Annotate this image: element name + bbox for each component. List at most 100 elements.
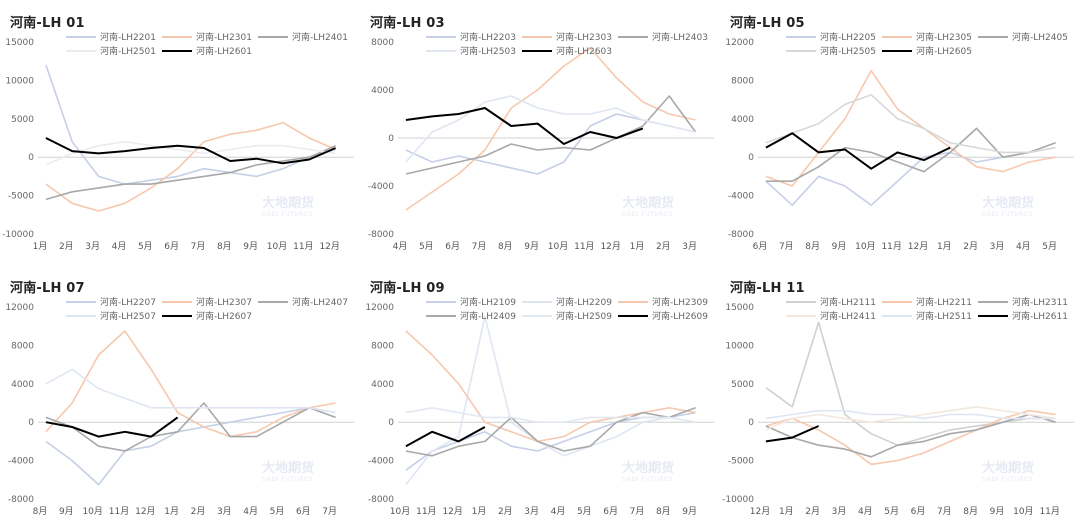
legend-swatch xyxy=(162,35,192,38)
legend-item-2403: 河南-LH2403 xyxy=(618,30,714,43)
x-tick-label: 7月 xyxy=(191,241,206,252)
x-tick-label: 7月 xyxy=(472,241,487,252)
legend-item-2203: 河南-LH2203 xyxy=(426,30,522,43)
legend-swatch xyxy=(426,35,456,38)
legend-label: 河南-LH2311 xyxy=(1012,298,1068,308)
y-tick-label: 12000 xyxy=(365,303,394,313)
x-tick-label: 5月 xyxy=(270,506,285,517)
legend-item-2309: 河南-LH2309 xyxy=(618,295,714,308)
legend-item-2609: 河南-LH2609 xyxy=(618,309,714,322)
x-tick-label: 4月 xyxy=(112,241,127,252)
legend-label: 河南-LH2307 xyxy=(196,298,252,308)
legend: 河南-LH2203 河南-LH2303 河南-LH2403 河南-LH2503 河南-L… xyxy=(426,30,716,57)
x-tick-label: 11月 xyxy=(109,506,129,517)
series-line-2611 xyxy=(765,425,820,443)
series-line-2501 xyxy=(45,141,336,166)
legend-swatch xyxy=(66,35,96,38)
legend-label: 河南-LH2305 xyxy=(916,33,972,43)
x-tick-label: 12月 xyxy=(908,241,928,252)
legend-label: 河南-LH2501 xyxy=(100,47,156,57)
series-line-2401 xyxy=(45,144,336,201)
x-tick-label: 1月 xyxy=(33,241,48,252)
legend-label: 河南-LH2301 xyxy=(196,33,252,43)
x-tick-label: 3月 xyxy=(217,506,232,517)
watermark-logo: 大地期货 DADI FUTURES xyxy=(262,461,315,483)
y-tick-label: 0 xyxy=(28,153,34,163)
y-tick-label: 8000 xyxy=(731,76,754,86)
x-tick-label: 3月 xyxy=(524,506,539,517)
y-tick-label: -8000 xyxy=(8,495,34,505)
y-tick-label: 0 xyxy=(748,153,754,163)
x-tick-label: 7月 xyxy=(630,506,645,517)
legend-swatch xyxy=(162,314,192,317)
series-line-2409 xyxy=(405,407,696,457)
legend-item-2501: 河南-LH2501 xyxy=(66,44,162,57)
x-tick-label: 6月 xyxy=(603,506,618,517)
series-line-2201 xyxy=(45,64,336,185)
series-line-2603 xyxy=(405,107,644,145)
x-tick-label: 11月 xyxy=(1039,506,1059,517)
legend-swatch xyxy=(258,35,288,38)
y-tick-label: -8000 xyxy=(728,230,754,240)
legend-swatch xyxy=(882,300,912,303)
chart-panel-lh01: 15000 10000 5000 0 -5000 -10000 1月 2月 3月 4月 5月 6月 7月… xyxy=(0,0,360,264)
legend-label: 河南-LH2207 xyxy=(100,298,156,308)
legend-item-2411: 河南-LH2411 xyxy=(786,309,882,322)
watermark-logo: 大地期货 DADI FUTURES xyxy=(262,196,315,218)
y-tick-label: 8000 xyxy=(371,341,394,351)
x-tick-label: 3月 xyxy=(832,506,847,517)
x-tick-label: 9月 xyxy=(59,506,74,517)
x-tick-label: 2月 xyxy=(963,241,978,252)
x-tick-label: 10月 xyxy=(855,241,875,252)
legend-item-2205: 河南-LH2205 xyxy=(786,30,882,43)
y-tick-label: -5000 xyxy=(8,192,34,202)
y-tick-label: 12000 xyxy=(5,303,34,313)
legend-item-2607: 河南-LH2607 xyxy=(162,309,258,322)
chart-panel-lh05: 12000 8000 4000 0 -4000 -8000 6月 7月 8月 9月 10月 11月 12… xyxy=(720,0,1080,264)
legend-label: 河南-LH2411 xyxy=(820,312,876,322)
x-tick-label: 10月 xyxy=(390,506,410,517)
legend-swatch xyxy=(978,314,1008,317)
series-line-2605 xyxy=(765,132,951,170)
y-tick-label: -8000 xyxy=(368,495,394,505)
x-tick-label: 1月 xyxy=(630,241,645,252)
legend-swatch xyxy=(522,49,552,52)
x-tick-label: 6月 xyxy=(753,241,768,252)
legend-item-2307: 河南-LH2307 xyxy=(162,295,258,308)
legend-label: 河南-LH2303 xyxy=(556,33,612,43)
legend-label: 河南-LH2603 xyxy=(556,47,612,57)
legend-swatch xyxy=(786,300,816,303)
legend-label: 河南-LH2505 xyxy=(820,47,876,57)
x-tick-label: 12月 xyxy=(442,506,462,517)
legend-label: 河南-LH2209 xyxy=(556,298,612,308)
legend-swatch xyxy=(522,300,552,303)
legend-item-2507: 河南-LH2507 xyxy=(66,309,162,322)
series-line-2111 xyxy=(765,321,1056,446)
legend-item-2109: 河南-LH2109 xyxy=(426,295,522,308)
x-tick-label: 5月 xyxy=(1042,241,1057,252)
series-line-2601 xyxy=(45,137,336,165)
legend-swatch xyxy=(786,49,816,52)
chart-panel-lh03: 8000 4000 0 -4000 -8000 4月 5月 6月 7月 8月 9月 10月 11月 12月… xyxy=(360,0,720,264)
x-tick-label: 4月 xyxy=(1016,241,1031,252)
series-line-2405 xyxy=(765,127,1056,182)
legend-swatch xyxy=(522,35,552,38)
y-tick-label: 0 xyxy=(388,134,394,144)
chart-panel-lh09: 12000 8000 4000 0 -4000 -8000 10月 11月 12月 1月 2月 3月 4… xyxy=(360,265,720,529)
x-tick-label: 6月 xyxy=(445,241,460,252)
x-tick-label: 4月 xyxy=(393,241,408,252)
y-tick-label: 4000 xyxy=(371,86,394,96)
chart-title: 河南-LH 07 xyxy=(10,281,85,296)
legend-swatch xyxy=(786,314,816,317)
legend: 河南-LH2207 河南-LH2307 河南-LH2407 河南-LH2507 河南-L… xyxy=(66,295,356,322)
x-tick-label: 7月 xyxy=(322,506,337,517)
x-tick-label: 8月 xyxy=(963,506,978,517)
legend-swatch xyxy=(618,35,648,38)
x-tick-label: 12月 xyxy=(135,506,155,517)
y-tick-label: -10000 xyxy=(722,495,754,505)
legend-label: 河南-LH2607 xyxy=(196,312,252,322)
